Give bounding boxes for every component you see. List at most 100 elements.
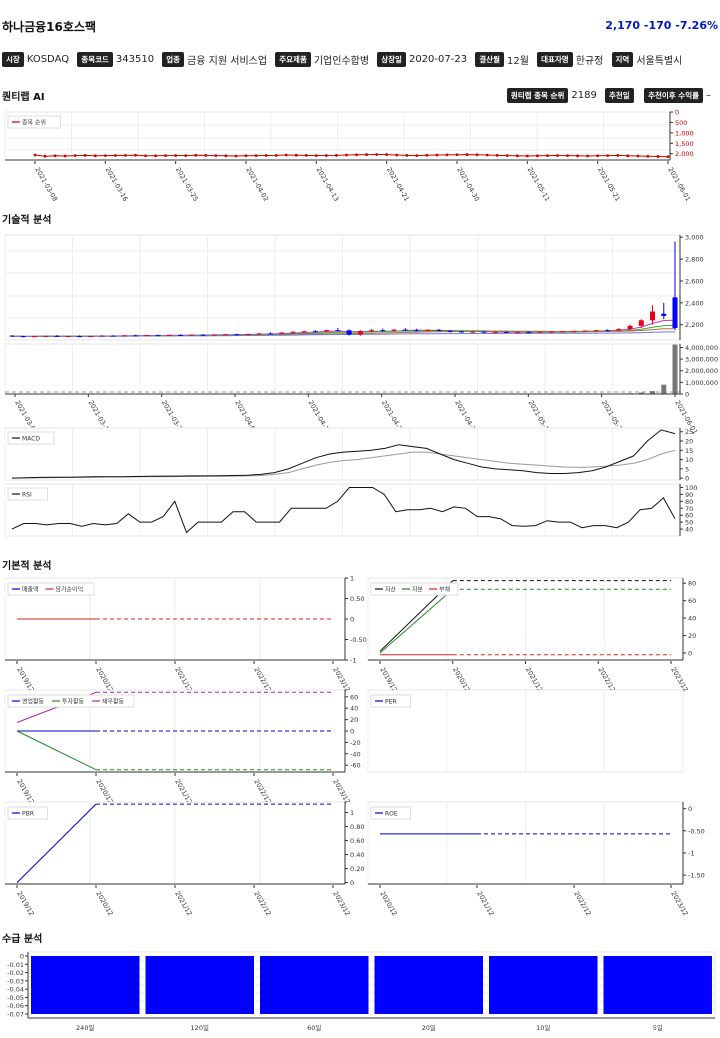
fund-pbr-x-label: 2019/12 (15, 890, 35, 917)
y-tick-label: 0 (350, 616, 354, 624)
y-tick-label: 0 (685, 391, 689, 399)
candle-body (200, 334, 206, 336)
y-tick-label: 1 (350, 575, 354, 583)
fund-roe-x-label: 2022/12 (572, 890, 592, 917)
legend-box (370, 694, 411, 708)
rank-point (254, 154, 258, 158)
rank-x-label: 2021-04-02 (244, 166, 270, 203)
fundamental-section-title: 기본적 분석 (2, 561, 52, 572)
info-label: 대표자명 (537, 52, 573, 67)
rank-point (184, 154, 188, 158)
y-tick-label: -0.07 (7, 1011, 24, 1019)
fund-assets-x-label: 2022/12 (597, 666, 617, 693)
supply-bar (489, 956, 598, 1014)
legend-label: PER (385, 699, 397, 706)
y-tick-label: 0 (350, 728, 354, 736)
info-value: 서울특별시 (636, 56, 683, 67)
volume-bar (672, 344, 678, 394)
candle-body (110, 335, 116, 337)
candle-body (380, 330, 386, 332)
rank-point (63, 154, 67, 158)
rank-point (355, 153, 358, 157)
candle-body (279, 332, 285, 334)
rank-point (646, 154, 650, 158)
fund-sales-x-label: 2022/12 (252, 666, 272, 693)
fund-pbr-series-line (16, 803, 97, 883)
ai-summary: 퀀티랩 종목 순위 2189 추천일 추천이후 수익률 – (506, 88, 716, 103)
y-tick-label: -0.50 (350, 636, 367, 644)
candle-body (121, 335, 127, 337)
candle-body (267, 333, 273, 335)
rank-point (73, 154, 77, 158)
rank-point (204, 154, 208, 157)
y-tick-label: 0 (688, 650, 692, 658)
supply-x-label: 10일 (536, 1023, 550, 1032)
candle-body (133, 335, 139, 337)
rsi-line (11, 487, 676, 534)
fund-sales-x-label: 2023/12 (331, 666, 351, 693)
supply-x-label: 5일 (653, 1023, 663, 1032)
y-tick-label: -0.01 (7, 961, 24, 969)
rank-point (134, 153, 137, 157)
candle-body (470, 331, 476, 333)
info-bar: 시장 KOSDAQ 종목코드 343510 업종 금융 지원 서비스업 주요제품 기업인… (2, 52, 687, 67)
candle-body (605, 330, 611, 332)
price-change: -170 (643, 19, 672, 32)
rank-point (546, 154, 549, 158)
rank-point (154, 154, 157, 158)
candle-body (234, 334, 240, 336)
candle-body (503, 331, 509, 333)
y-tick-label: 40 (688, 615, 696, 623)
legend-label: 매출액 (22, 586, 39, 594)
rank-point (636, 154, 640, 158)
supply-bar (145, 956, 254, 1014)
y-tick-label: 2,000 (675, 150, 694, 158)
info-label: 상장일 (377, 52, 406, 67)
info-label: 결산월 (475, 52, 504, 67)
y-tick-label: 1,000,000 (685, 379, 718, 387)
legend-label: 투자활동 (62, 698, 85, 706)
candle-body (178, 334, 184, 336)
rank-point (666, 155, 670, 159)
candle-body (346, 330, 352, 335)
info-value: KOSDAQ (26, 54, 70, 65)
candle-body (425, 329, 431, 331)
legend-box (7, 115, 61, 129)
y-tick-label: 2,800 (685, 256, 704, 264)
candle-body (301, 331, 307, 333)
legend-label: 당기순이익 (56, 586, 84, 594)
rank-value: 2189 (571, 90, 597, 101)
candle-body (672, 297, 678, 328)
rank-point (224, 154, 228, 158)
ai-section-title: 퀀티랩 AI (2, 92, 45, 103)
fund-assets-x-label: 2021/12 (524, 666, 544, 693)
rank-point (214, 154, 218, 158)
candle-body (582, 330, 588, 332)
candle-body (155, 335, 161, 337)
rank-point (515, 154, 519, 158)
y-tick-label: -1 (688, 849, 694, 857)
y-tick-label: 2,400 (685, 299, 704, 307)
rank-point (465, 153, 469, 156)
candle-body (166, 334, 172, 336)
candle-body (99, 335, 105, 337)
supply-x-label: 60일 (307, 1023, 321, 1032)
rank-point (475, 153, 479, 157)
candle-body (537, 331, 543, 333)
current-price: 2,170 (605, 19, 641, 32)
legend-box (7, 806, 48, 820)
fund-cashflow-x-label: 2020/12 (94, 778, 114, 805)
y-tick-label: 4,000,000 (685, 344, 718, 352)
y-tick-label: -60 (350, 762, 361, 770)
candle-body (357, 331, 363, 335)
candle-body (324, 330, 330, 332)
fund-cashflow-x-label: 2022/12 (252, 778, 272, 805)
y-tick-label: 1,500 (675, 140, 694, 148)
legend-label: RSI (22, 492, 32, 499)
supply-bar (260, 956, 369, 1014)
y-tick-label: -0.05 (7, 994, 24, 1002)
rank-point (495, 154, 499, 157)
rank-x-label: 2021-04-21 (385, 166, 411, 203)
fund-pbr-x-label: 2023/12 (331, 890, 351, 917)
